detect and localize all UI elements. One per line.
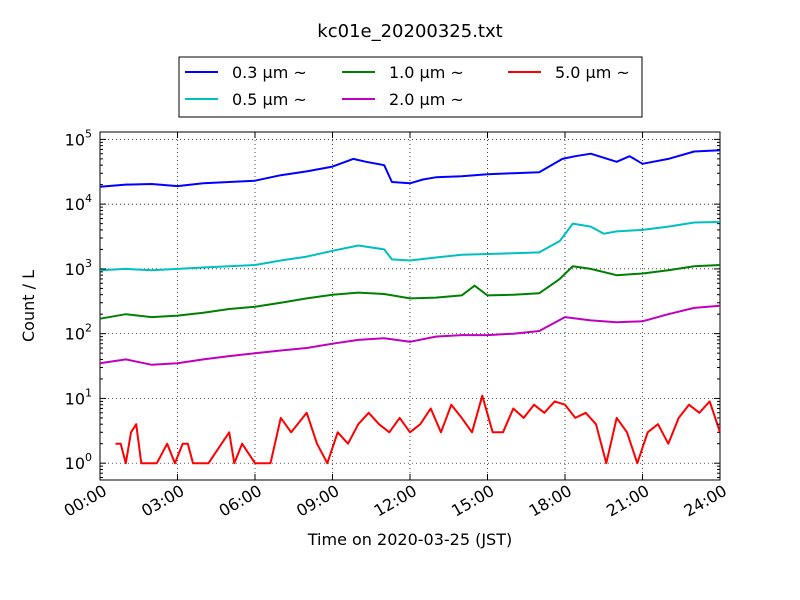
legend-label: 1.0 μm ~ [389, 63, 464, 82]
x-tick-label: 03:00 [138, 481, 187, 521]
y-tick-base: 10 [65, 389, 85, 408]
x-tick-label: 00:00 [61, 481, 110, 521]
y-tick-label: 100 [65, 451, 92, 473]
y-tick-base: 10 [65, 454, 85, 473]
y-tick-base: 10 [65, 195, 85, 214]
y-tick-exponent: 0 [85, 451, 92, 464]
series-lines [99, 149, 721, 465]
x-tick-label: 12:00 [371, 481, 420, 521]
legend-box [178, 56, 643, 118]
x-tick-label: 21:00 [603, 481, 652, 521]
legend: 0.3 μm ~ 0.5 μm ~ 1.0 μm ~ 2.0 μm ~ 5.0 μm ~ [178, 56, 643, 118]
legend-label: 2.0 μm ~ [389, 90, 464, 109]
x-tick-label: 09:00 [293, 481, 342, 521]
series-line [115, 394, 721, 465]
legend-label: 0.3 μm ~ [232, 63, 307, 82]
y-tick-base: 10 [65, 130, 85, 149]
series-line [99, 304, 721, 366]
y-tick-label: 102 [65, 322, 92, 344]
chart-title: kc01e_20200325.txt [317, 21, 502, 42]
y-tick-label: 103 [65, 257, 92, 279]
series-line [99, 149, 721, 188]
x-tick-label: 06:00 [216, 481, 265, 521]
legend-label: 5.0 μm ~ [555, 63, 630, 82]
y-tick-label: 101 [65, 386, 92, 408]
grid-lines [100, 132, 720, 480]
x-tick-label: 15:00 [448, 481, 497, 521]
y-tick-exponent: 4 [85, 192, 92, 205]
x-axis-label: Time on 2020-03-25 (JST) [307, 530, 512, 549]
series-line [99, 264, 721, 320]
x-tick-label: 24:00 [681, 481, 730, 521]
y-axis-label: Count / L [19, 270, 38, 342]
y-tick-exponent: 5 [85, 127, 92, 140]
y-tick-exponent: 2 [85, 322, 92, 335]
y-tick-label: 105 [65, 127, 92, 149]
series-line [99, 221, 721, 272]
y-tick-exponent: 1 [85, 386, 92, 399]
legend-label: 0.5 μm ~ [232, 90, 307, 109]
x-tick-label: 18:00 [526, 481, 575, 521]
y-tick-base: 10 [65, 260, 85, 279]
legend-entries: 0.3 μm ~ 0.5 μm ~ 1.0 μm ~ 2.0 μm ~ 5.0 μm ~ [185, 63, 630, 109]
y-tick-base: 10 [65, 325, 85, 344]
y-tick-exponent: 3 [85, 257, 92, 270]
y-tick-label: 104 [65, 192, 92, 214]
